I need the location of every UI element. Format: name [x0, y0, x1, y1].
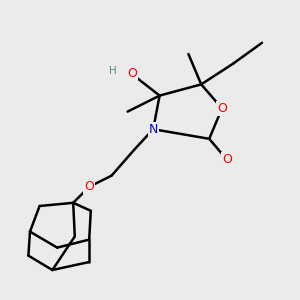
Text: O: O — [222, 153, 232, 166]
Text: H: H — [109, 66, 117, 76]
Text: O: O — [84, 180, 94, 193]
Text: O: O — [217, 102, 227, 115]
Text: O: O — [128, 67, 137, 80]
Text: N: N — [148, 123, 158, 136]
